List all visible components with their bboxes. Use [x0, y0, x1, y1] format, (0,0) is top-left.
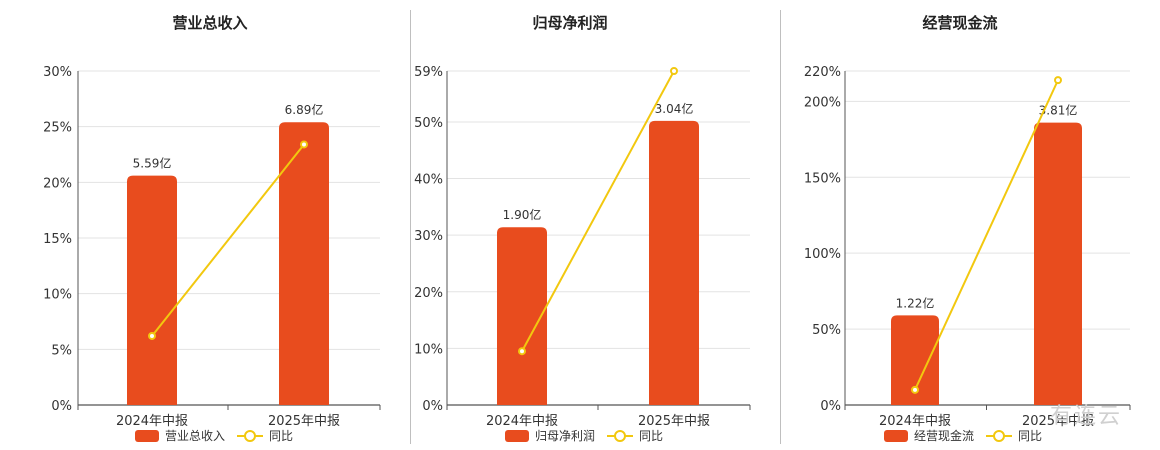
bar [891, 315, 939, 405]
x-tick-label: 2024年中报 [116, 414, 188, 429]
y-tick-label: 30% [414, 229, 443, 244]
bar [1034, 122, 1082, 406]
yoy-point [148, 331, 156, 340]
bar [497, 227, 547, 405]
legend-swatch-marker [244, 430, 256, 442]
y-tick-label: 15% [43, 232, 72, 247]
y-tick-label: 40% [414, 173, 443, 188]
legend-label-line: 同比 [1018, 429, 1042, 443]
y-tick-label: 50% [414, 116, 443, 131]
x-tick-label: 2025年中报 [268, 414, 340, 429]
legend-label-bar: 归母净利润 [535, 429, 595, 443]
yoy-point [670, 67, 678, 75]
y-tick-label: 200% [804, 95, 841, 110]
y-tick-label: 150% [804, 171, 841, 186]
legend-label-bar: 营业总收入 [165, 429, 225, 443]
yoy-point [911, 385, 919, 394]
bar [649, 120, 699, 405]
chart-title-revenue: 营业总收入 [172, 14, 248, 32]
y-tick-label: 50% [812, 323, 841, 338]
bar-value-label: 3.81亿 [1039, 103, 1078, 118]
yoy-point [1054, 76, 1062, 85]
bar-value-label: 5.59亿 [133, 156, 172, 171]
y-tick-label: 100% [804, 247, 841, 262]
yoy-point [300, 140, 308, 149]
watermark: 有连云 [1050, 404, 1123, 429]
legend-label-bar: 经营现金流 [914, 428, 974, 443]
panel-divider [780, 10, 781, 444]
y-tick-label: 59% [414, 65, 443, 80]
yoy-line [914, 79, 1059, 391]
bar-value-label: 6.89亿 [285, 102, 324, 117]
y-tick-label: 10% [43, 288, 72, 303]
y-tick-label: 5% [51, 343, 72, 358]
y-tick-label: 0% [820, 399, 841, 414]
y-tick-label: 0% [51, 399, 72, 414]
bar [279, 122, 329, 406]
y-tick-label: 25% [43, 121, 72, 136]
x-tick-label: 2024年中报 [879, 414, 951, 429]
bar [127, 175, 177, 405]
legend-swatch-marker [614, 430, 626, 442]
chart-title-cash-flow: 经营现金流 [922, 14, 998, 32]
bar-value-label: 1.22亿 [896, 295, 935, 310]
x-tick-label: 2024年中报 [486, 414, 558, 429]
bar-value-label: 3.04亿 [655, 101, 694, 116]
x-tick-label: 2025年中报 [638, 414, 710, 429]
x-tick-label: 2025年中报 [1022, 414, 1094, 429]
legend-label-line: 同比 [269, 429, 293, 443]
legend-swatch-bar [505, 430, 529, 442]
y-tick-label: 30% [43, 65, 72, 80]
legend-swatch-marker [993, 430, 1005, 442]
bar-value-label: 1.90亿 [503, 207, 542, 222]
y-tick-label: 20% [43, 176, 72, 191]
y-tick-label: 20% [414, 286, 443, 301]
y-tick-label: 10% [414, 342, 443, 357]
yoy-line [151, 143, 305, 337]
yoy-point [518, 347, 526, 356]
y-tick-label: 220% [804, 65, 841, 80]
chart-title-net-profit: 归母净利润 [532, 14, 608, 32]
legend-swatch-bar [135, 430, 159, 442]
legend-label-line: 同比 [639, 429, 663, 443]
y-tick-label: 0% [422, 399, 443, 414]
yoy-line [521, 70, 675, 352]
panel-divider [410, 10, 411, 444]
legend-swatch-bar [884, 430, 908, 442]
